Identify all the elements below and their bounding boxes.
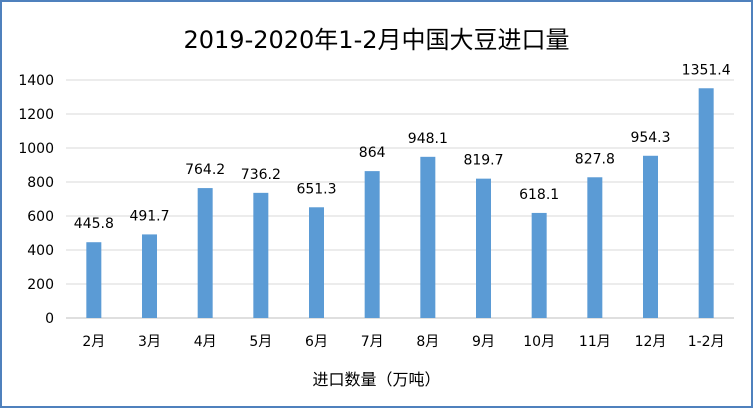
y-tick-label: 1000	[18, 141, 54, 157]
x-tick-label: 8月	[416, 334, 439, 350]
y-tick-label: 1200	[18, 107, 54, 123]
bar	[86, 242, 102, 318]
data-label: 954.3	[630, 130, 670, 146]
data-label: 948.1	[408, 131, 448, 147]
bar	[698, 88, 714, 319]
x-tick-label: 3月	[138, 334, 161, 350]
x-tick-label: 2月	[82, 334, 105, 350]
bar	[420, 156, 436, 318]
x-tick-label: 11月	[579, 334, 611, 350]
y-tick-label: 0	[45, 311, 54, 327]
x-tick-label: 4月	[194, 334, 217, 350]
data-label: 618.1	[519, 187, 559, 203]
x-tick-label: 7月	[361, 334, 384, 350]
x-axis-label: 进口数量（万吨）	[312, 370, 441, 389]
x-tick-label: 12月	[635, 334, 667, 350]
data-label: 1351.4	[682, 62, 731, 78]
x-tick-label: 1-2月	[688, 334, 725, 350]
y-tick-label: 800	[27, 175, 54, 191]
bar	[531, 212, 547, 318]
y-tick-label: 400	[27, 243, 54, 259]
data-label: 864	[359, 145, 386, 161]
y-tick-label: 600	[27, 209, 54, 225]
y-tick-label: 1400	[18, 73, 54, 89]
data-label: 445.8	[74, 216, 114, 232]
bar	[476, 178, 491, 318]
bar	[253, 192, 269, 318]
bar	[142, 234, 157, 318]
data-label: 651.3	[296, 181, 336, 197]
x-tick-label: 10月	[523, 334, 555, 350]
bar	[364, 171, 380, 318]
x-tick-label: 5月	[249, 334, 272, 350]
y-tick-label: 200	[27, 277, 54, 293]
bar	[197, 188, 213, 318]
chart-title: 2019-2020年1-2月中国大豆进口量	[183, 26, 570, 54]
data-label: 819.7	[463, 153, 503, 169]
data-label: 764.2	[185, 162, 225, 178]
data-label: 491.7	[129, 208, 169, 224]
x-tick-label: 9月	[472, 334, 495, 350]
bar	[587, 177, 603, 318]
data-label: 736.2	[241, 167, 281, 183]
x-tick-label: 6月	[305, 334, 328, 350]
bar	[309, 207, 324, 318]
data-label: 827.8	[575, 151, 615, 167]
bar	[643, 155, 658, 318]
